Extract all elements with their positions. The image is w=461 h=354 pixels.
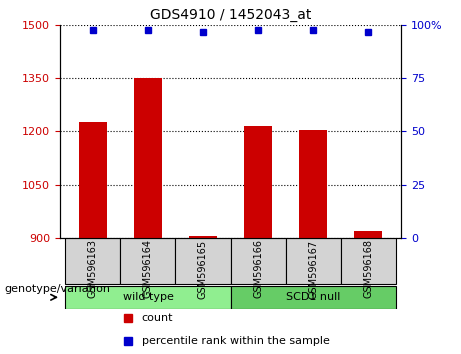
- Bar: [189, 236, 217, 238]
- Bar: [176, 238, 230, 284]
- Bar: [230, 286, 396, 309]
- Title: GDS4910 / 1452043_at: GDS4910 / 1452043_at: [150, 8, 311, 22]
- Bar: [299, 130, 327, 238]
- Text: GSM596163: GSM596163: [88, 239, 98, 298]
- Bar: [341, 238, 396, 284]
- Bar: [355, 231, 382, 238]
- Bar: [134, 78, 162, 238]
- Text: count: count: [142, 314, 173, 324]
- Bar: [65, 286, 230, 309]
- Bar: [120, 238, 176, 284]
- Bar: [79, 122, 106, 238]
- Text: GSM596167: GSM596167: [308, 239, 318, 298]
- Text: GSM596164: GSM596164: [143, 239, 153, 298]
- Text: genotype/variation: genotype/variation: [5, 284, 111, 293]
- Bar: [285, 238, 341, 284]
- Text: wild type: wild type: [123, 292, 173, 302]
- Text: GSM596165: GSM596165: [198, 239, 208, 298]
- Bar: [244, 126, 272, 238]
- Text: SCD1 null: SCD1 null: [286, 292, 340, 302]
- Bar: [230, 238, 285, 284]
- Text: GSM596166: GSM596166: [253, 239, 263, 298]
- Text: percentile rank within the sample: percentile rank within the sample: [142, 336, 330, 346]
- Text: GSM596168: GSM596168: [363, 239, 373, 298]
- Bar: [65, 238, 120, 284]
